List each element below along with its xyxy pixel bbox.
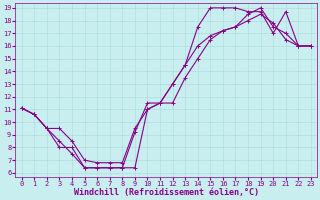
X-axis label: Windchill (Refroidissement éolien,°C): Windchill (Refroidissement éolien,°C) [74,188,259,197]
